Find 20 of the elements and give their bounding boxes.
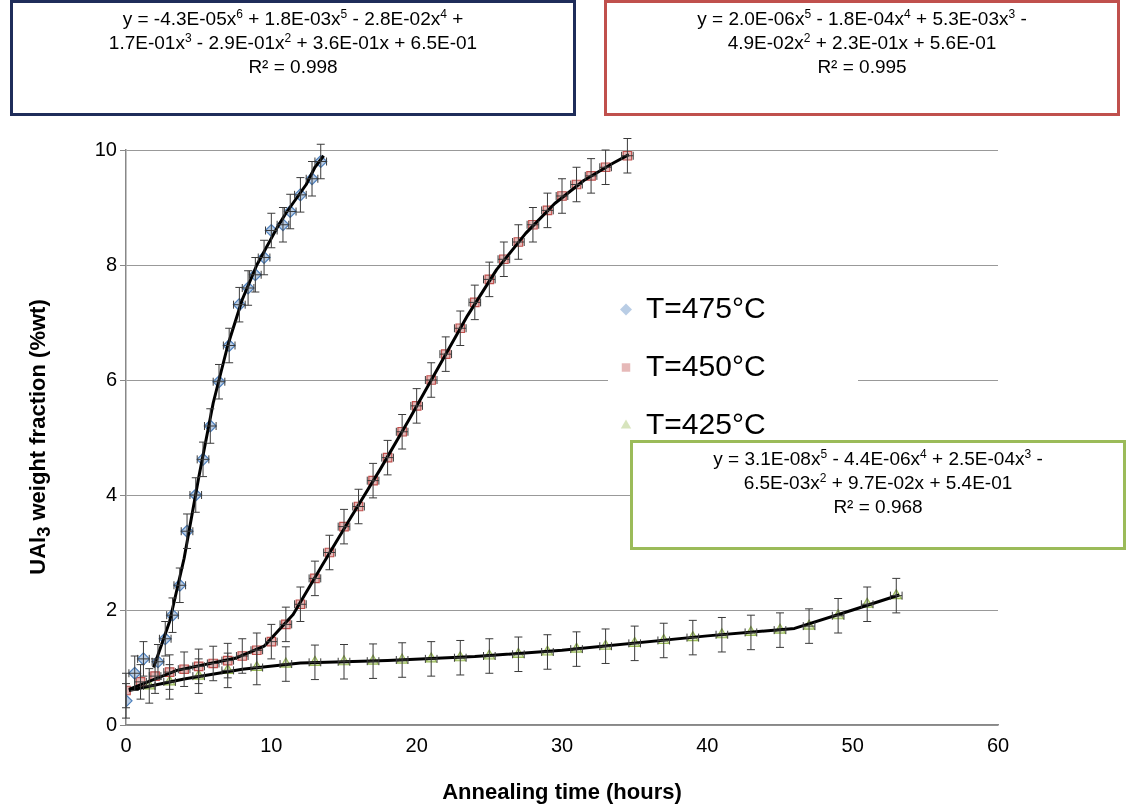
y-tick-label: 4 [105,482,117,505]
legend-label: T=475°C [646,290,766,324]
x-tick-label: 10 [260,733,283,756]
x-tick-label: 20 [405,733,428,756]
y-tick-label: 0 [105,712,117,735]
legend-label: T=450°C [646,348,766,382]
y-tick-label: 8 [105,252,117,275]
x-tick-label: 0 [120,733,132,756]
y-tick-label: 2 [105,597,117,620]
x-tick-label: 40 [696,733,719,756]
legend-label: T=425°C [646,406,766,440]
equation-box: y = 2.0E-06x$^{5}$ - 1.8E-04x$^{4}$ + 5.3E-03x$^{3}$ - 4.9E-02x$^{2}$ + 2.3E-01x + 5.6E-01 R² = 0.995 [604,0,1120,116]
x-axis-title: Annealing time (hours) [442,778,682,804]
y-tick-label: 10 [94,137,117,160]
x-tick-label: 60 [986,733,1010,756]
equation-box: y = -4.3E-05x$^{6}$ + 1.8E-03x$^{5}$ - 2.8E-02x$^{4}$ + 1.7E-01x$^{3}$ - 2.9E-01x$^{2}$ + 3.6E-01x + 6.5E-01 R² = 0.998 [10,0,576,116]
x-tick-label: 50 [841,733,864,756]
y-tick-label: 6 [105,367,117,390]
x-tick-label: 30 [550,733,574,756]
equation-box: y = 3.1E-08x$^{5}$ - 4.4E-06x$^{4}$ + 2.5E-04x$^{3}$ - 6.5E-03x$^{2}$ + 9.7E-02x + 5.4E-01 R² = 0.968 [630,440,1126,550]
